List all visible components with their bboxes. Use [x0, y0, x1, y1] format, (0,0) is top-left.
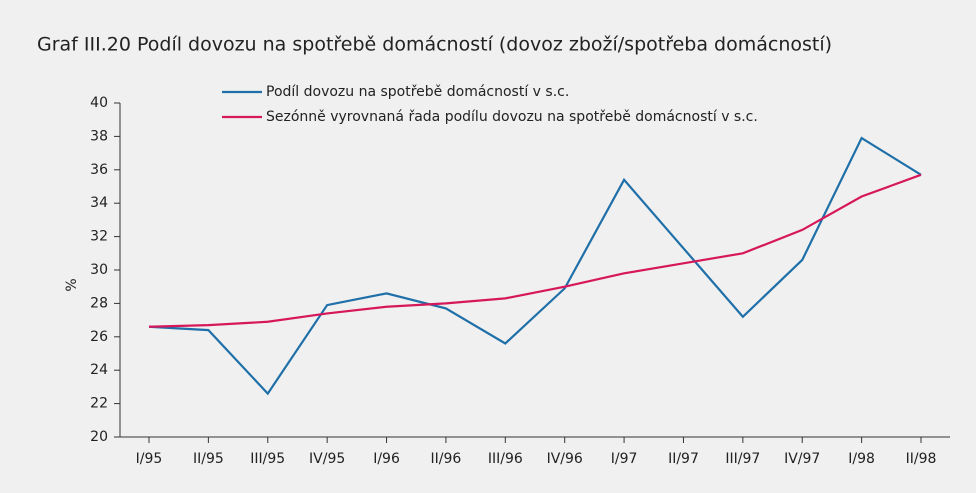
y-tick-label: 40: [90, 95, 108, 111]
series-line: [148, 136, 922, 396]
y-tick-label: 20: [90, 429, 108, 445]
x-tick-label: II/98: [906, 451, 937, 467]
y-tick-label: 34: [90, 195, 108, 211]
y-tick-label: 30: [90, 262, 108, 278]
series-line: [148, 173, 922, 328]
y-tick-label: 38: [90, 128, 108, 144]
y-tick-label: 22: [90, 396, 108, 412]
legend-label: Sezónně vyrovnaná řada podílu dovozu na …: [266, 109, 758, 125]
y-tick-label: 28: [90, 295, 108, 311]
x-tick-label: IV/97: [784, 451, 820, 467]
x-tick-label: III/97: [725, 451, 760, 467]
legend-label: Podíl dovozu na spotřebě domácností v s.…: [266, 84, 569, 100]
y-axis-label: %: [64, 278, 80, 291]
x-tick-label: IV/95: [309, 451, 345, 467]
x-tick-label: II/95: [193, 451, 224, 467]
x-tick-label: II/96: [431, 451, 462, 467]
y-tick-label: 32: [90, 229, 108, 245]
y-tick-label: 26: [90, 329, 108, 345]
x-tick-label: III/96: [488, 451, 523, 467]
y-tick-label: 36: [90, 162, 108, 178]
x-tick-label: II/97: [668, 451, 699, 467]
x-tick-label: I/95: [136, 451, 163, 467]
x-tick-label: IV/96: [547, 451, 583, 467]
chart-title: Graf III.20 Podíl dovozu na spotřebě dom…: [37, 34, 832, 56]
x-tick-label: I/97: [611, 451, 638, 467]
x-tick-label: I/98: [848, 451, 875, 467]
x-tick-label: III/95: [250, 451, 285, 467]
x-tick-label: I/96: [373, 451, 400, 467]
y-tick-label: 24: [90, 362, 108, 378]
